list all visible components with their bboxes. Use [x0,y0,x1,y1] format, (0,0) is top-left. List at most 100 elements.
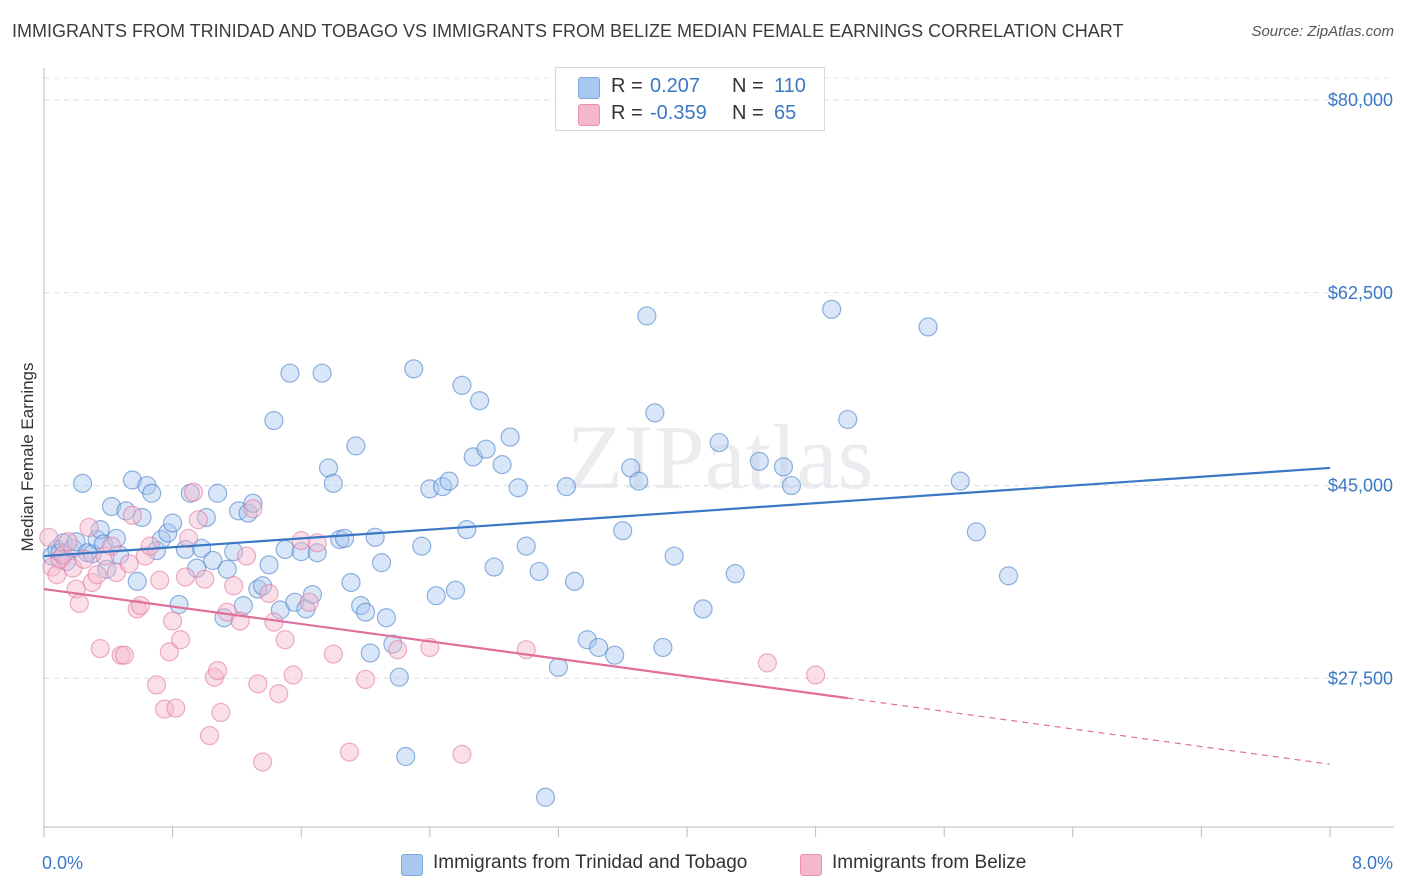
trinidad-point [457,520,477,540]
belize-point [211,702,231,723]
trinidad-point [426,586,446,606]
trinidad-point [412,536,432,556]
trinidad-point [323,473,343,493]
trinidad-point [950,471,970,491]
trinidad-point [548,657,569,677]
trinidad-point [291,542,311,562]
trinidad-point [404,359,424,379]
trinidad-trend-line [43,466,1331,558]
trinidad-point [725,564,745,584]
belize-point [248,674,268,694]
y-tick-label: $27,500 [1328,668,1393,688]
belize-point [388,640,408,660]
trinidad-point [693,599,713,619]
trinidad-point [484,557,504,577]
correlation-legend: R = 0.207 N = 110 R = -0.359 N = 65 [555,67,825,131]
legend-swatch-belize [800,854,822,876]
belize-point [175,567,196,587]
trinidad-point [253,576,273,596]
belize-point [236,546,257,566]
belize-point [90,638,110,659]
trinidad-point [439,471,459,491]
trinidad-point [564,571,585,591]
belize-point [58,532,78,552]
trinidad-point [637,306,657,326]
trinidad-point [781,475,802,496]
trinidad-point [217,559,237,579]
belize-point [69,593,89,614]
legend-n-value: 110 [774,75,806,97]
belize-point [179,528,199,549]
legend-label-trinidad: Immigrants from Trinidad and Tobago [433,852,748,873]
belize-point [39,527,59,547]
legend-swatch-trinidad [401,854,423,876]
trinidad-point [556,477,577,497]
belize-point [171,630,191,650]
belize-point [275,630,295,650]
trinidad-point [312,363,332,383]
trinidad-point [302,584,323,605]
y-axis-title: Median Female Earnings [18,363,37,552]
trinidad-point [101,496,122,517]
trinidad-point [918,317,938,337]
trinidad-point [529,561,549,582]
trinidad-point [535,787,556,807]
belize-point [119,554,139,574]
axes [43,68,1394,837]
belize-point [805,665,826,685]
chart-title: IMMIGRANTS FROM TRINIDAD AND TOBAGO VS I… [12,21,1124,41]
trinidad-point [773,457,794,477]
series-belize-points [39,482,826,772]
trinidad-point [346,436,366,456]
y-tick-label: $45,000 [1328,476,1393,496]
trinidad-point [335,528,355,549]
belize-point [259,583,279,604]
trinidad-point [341,572,361,593]
belize-point [339,742,360,762]
gridlines [44,77,1394,679]
belize-trend-extension [847,697,1331,765]
trinidad-point [396,746,416,767]
trinidad-point [838,409,858,430]
trinidad-point [169,594,189,615]
trinidad-point [142,483,162,503]
belize-point [269,684,289,704]
belize-point [183,482,204,502]
belize-point [135,546,155,566]
series-trinidad-points [42,299,1019,807]
trinidad-point [613,521,633,541]
trinidad-point [203,550,223,571]
legend-r-value: 0.207 [650,75,701,97]
trinidad-point [966,522,986,542]
trinidad-point [72,473,93,493]
belize-point [159,642,179,662]
belize-point [355,669,376,690]
trinidad-point [605,645,625,665]
y-tick-label: $80,000 [1328,90,1393,110]
trinidad-point [376,608,396,628]
belize-point [224,576,244,596]
trinidad-point [208,483,228,503]
belize-point [299,592,319,612]
trinidad-point [285,592,305,612]
watermark: ZIPatlas [567,406,874,508]
trinidad-point [264,410,284,431]
trinidad-point [492,455,512,475]
source-credit: Source: ZipAtlas.com [1251,23,1394,40]
trinidad-point [233,596,253,616]
trinidad-point [664,546,684,566]
trinidad-point [122,470,143,490]
trinidad-point [452,375,472,395]
trinidad-point [653,637,673,658]
trinidad-point [275,539,295,560]
legend-r-label: R = [611,75,643,97]
trinidad-point [516,536,536,556]
legend-swatch-belize [578,104,600,126]
legend-r-label: R = [611,102,643,124]
trinidad-point [175,539,196,560]
trinidad-point [629,471,649,491]
belize-point [114,645,134,665]
belize-point [195,569,215,589]
belize-point [291,531,311,551]
trinidad-point [196,507,216,528]
